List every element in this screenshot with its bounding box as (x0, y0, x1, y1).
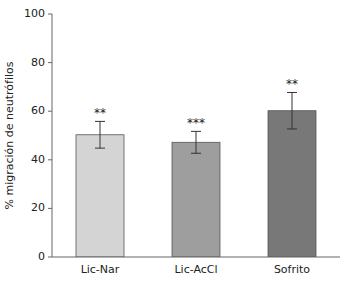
y-tick-label: 20 (31, 201, 45, 214)
bar (268, 111, 316, 257)
significance-label: ** (94, 106, 106, 120)
x-tick-label: Lic-Nar (81, 263, 120, 276)
x-tick-label: Lic-AcCl (174, 263, 217, 276)
x-tick-label: Sofrito (274, 263, 310, 276)
y-tick-label: 100 (24, 7, 45, 20)
error-bar (191, 131, 201, 153)
y-axis-line (52, 14, 53, 257)
y-tick-label: 60 (31, 104, 45, 117)
y-tick (48, 14, 52, 15)
y-tick (48, 257, 52, 258)
error-bar (287, 92, 297, 128)
y-tick (48, 208, 52, 209)
significance-label: ** (286, 77, 298, 91)
y-axis-label: % migración de neutrófilos (3, 61, 16, 209)
chart-svg: 0 20 40 60 80 100 % migración de neutrófilos Li… (0, 0, 350, 285)
annotations: ******* (94, 77, 298, 130)
bar (76, 135, 124, 257)
error-bar (95, 121, 105, 148)
significance-label: *** (187, 116, 205, 130)
y-tick-label: 80 (31, 56, 45, 69)
y-tick (48, 62, 52, 63)
chart-container: 0 20 40 60 80 100 % migración de neutrófilos Li… (0, 0, 350, 285)
x-axis: Lic-Nar Lic-AcCl Sofrito (52, 257, 340, 276)
plot-area (76, 92, 316, 257)
y-tick (48, 111, 52, 112)
y-tick (48, 159, 52, 160)
y-tick-label: 40 (31, 153, 45, 166)
bar (172, 142, 220, 257)
y-axis: 0 20 40 60 80 100 (24, 7, 52, 263)
y-tick-label: 0 (38, 250, 45, 263)
x-axis-line (52, 257, 340, 258)
